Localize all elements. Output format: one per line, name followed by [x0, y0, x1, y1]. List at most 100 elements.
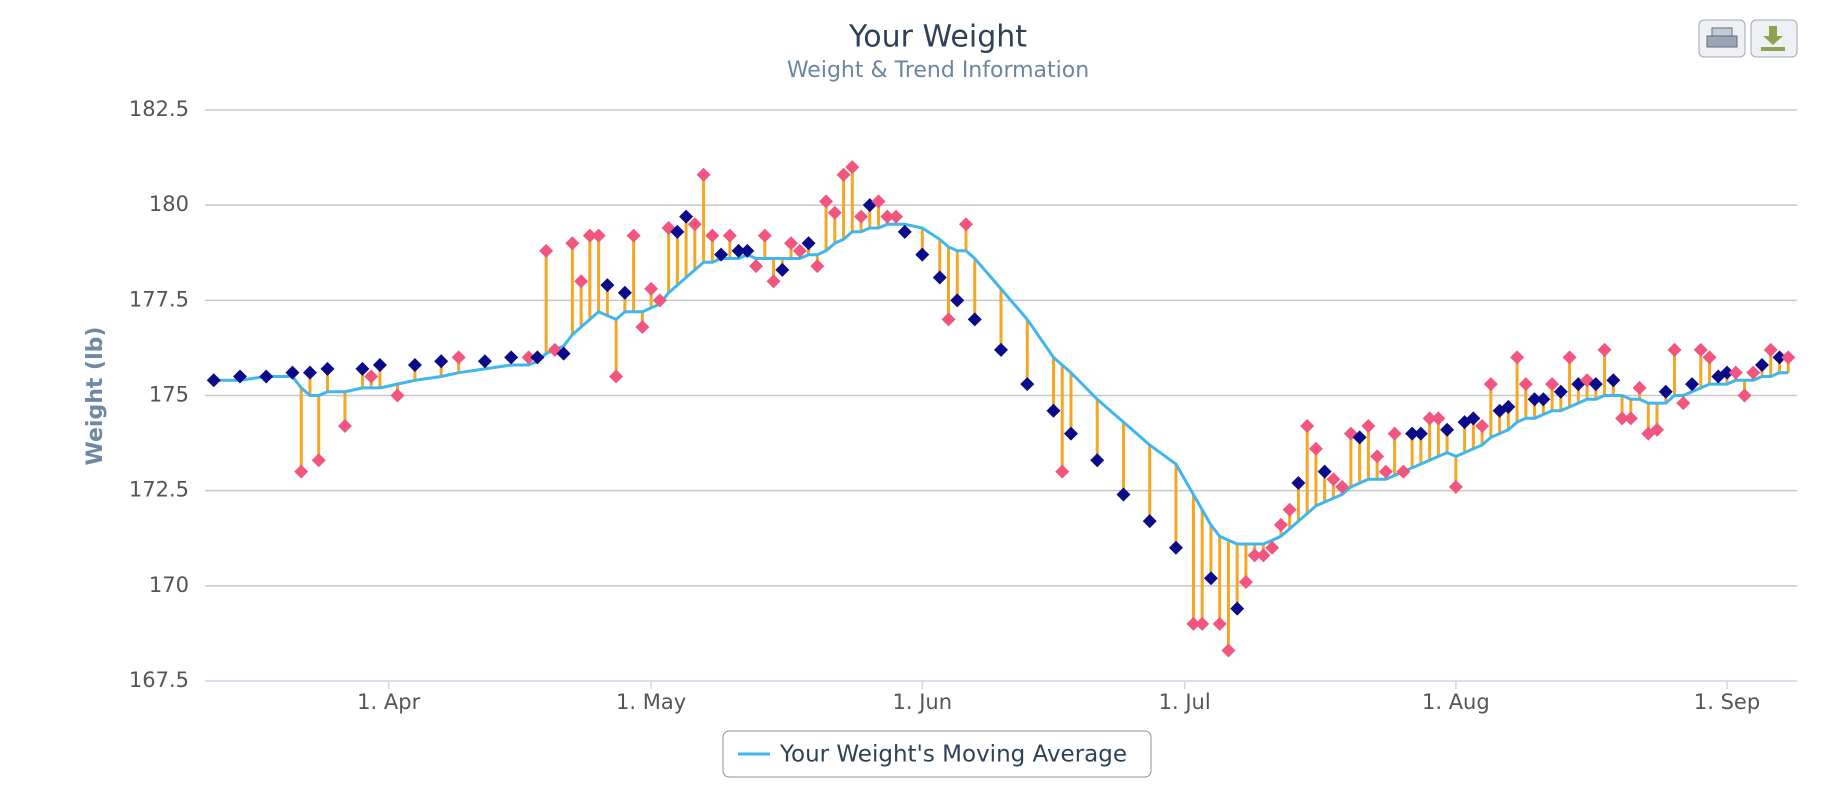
interpolated-weight-marker	[477, 354, 492, 369]
interpolated-weight-marker	[1772, 350, 1787, 365]
weight-marker	[1737, 388, 1752, 403]
interpolated-weight-marker	[372, 358, 387, 373]
interpolated-weight-marker	[617, 285, 632, 300]
chart-subtitle: Weight & Trend Information	[787, 58, 1089, 83]
interpolated-weight-marker	[1046, 403, 1061, 418]
weight-marker	[364, 369, 379, 384]
interpolated-weight-marker	[1168, 540, 1183, 555]
interpolated-weight-marker	[950, 293, 965, 308]
weight-marker	[1623, 411, 1638, 426]
weight-marker	[766, 274, 781, 289]
y-tick-label: 182.5	[129, 97, 189, 121]
x-tick-label: 1. Aug	[1422, 690, 1490, 714]
weight-marker	[1615, 411, 1630, 426]
download-button[interactable]	[1750, 19, 1798, 58]
weight-marker	[635, 319, 650, 334]
interpolated-weight-marker	[714, 247, 729, 262]
weight-marker	[1195, 616, 1210, 631]
print-button[interactable]	[1698, 19, 1746, 58]
interpolated-weight-marker	[1020, 377, 1035, 392]
weight-marker	[337, 418, 352, 433]
interpolated-weight-marker	[1755, 358, 1770, 373]
moving-average-line	[213, 222, 1789, 546]
interpolated-weight-marker	[967, 312, 982, 327]
interpolated-weight-marker	[775, 262, 790, 277]
weight-marker	[582, 228, 597, 243]
legend[interactable]: Your Weight's Moving Average	[722, 730, 1152, 778]
weight-marker	[311, 453, 326, 468]
interpolated-weight-marker	[731, 243, 746, 258]
weight-marker	[889, 209, 904, 224]
weight-marker	[749, 259, 764, 274]
weight-marker	[1273, 517, 1288, 532]
weight-marker	[845, 160, 860, 175]
weight-marker	[757, 228, 772, 243]
weight-marker	[390, 388, 405, 403]
weight-marker	[1676, 396, 1691, 411]
interpolated-weight-marker	[1142, 514, 1157, 529]
interpolated-weight-marker	[1553, 384, 1568, 399]
interpolated-weight-marker	[1466, 411, 1481, 426]
interpolated-weight-marker	[1090, 453, 1105, 468]
download-icon	[1763, 26, 1783, 45]
print-icon	[1711, 27, 1733, 37]
weight-marker	[644, 281, 659, 296]
weight-marker	[959, 217, 974, 232]
y-tick-label: 167.5	[129, 668, 189, 692]
weight-marker	[1282, 502, 1297, 517]
weight-marker	[941, 312, 956, 327]
interpolated-weight-marker	[434, 354, 449, 369]
y-axis-label: Weight (lb)	[83, 327, 108, 466]
weight-marker	[810, 259, 825, 274]
interpolated-weight-marker	[1352, 430, 1367, 445]
interpolated-weight-marker	[897, 224, 912, 239]
weight-marker	[836, 167, 851, 182]
interpolated-weight-marker	[1501, 399, 1516, 414]
weight-marker	[854, 209, 869, 224]
weight-marker	[827, 205, 842, 220]
y-tick-label: 170	[149, 573, 189, 597]
weight-marker	[1378, 464, 1393, 479]
interpolated-weight-marker	[740, 243, 755, 258]
weight-marker	[1055, 464, 1070, 479]
interpolated-weight-marker	[600, 278, 615, 293]
weight-marker	[1422, 411, 1437, 426]
interpolated-weight-marker	[1536, 392, 1551, 407]
interpolated-weight-marker	[1413, 426, 1428, 441]
interpolated-weight-marker	[1317, 464, 1332, 479]
interpolated-weight-marker	[1685, 377, 1700, 392]
interpolated-weight-marker	[1658, 384, 1673, 399]
y-tick-label: 175	[149, 383, 189, 407]
weight-marker	[1483, 377, 1498, 392]
download-icon	[1761, 47, 1785, 51]
legend-label[interactable]: Your Weight's Moving Average	[779, 742, 1127, 768]
weight-marker	[1326, 472, 1341, 487]
x-tick-label: 1. Jun	[893, 690, 953, 714]
weight-marker	[1632, 380, 1647, 395]
interpolated-weight-marker	[285, 365, 300, 380]
weight-marker	[574, 274, 589, 289]
weight-marker	[1562, 350, 1577, 365]
weight-marker	[1186, 616, 1201, 631]
weight-marker	[1256, 548, 1271, 563]
interpolated-weight-marker	[206, 373, 221, 388]
weight-marker	[1746, 365, 1761, 380]
interpolated-weight-marker	[1230, 601, 1245, 616]
interpolated-weight-marker	[1203, 571, 1218, 586]
weight-marker	[1545, 377, 1560, 392]
interpolated-weight-marker	[232, 369, 247, 384]
interpolated-weight-marker	[407, 358, 422, 373]
weight-marker	[652, 293, 667, 308]
x-tick-label: 1. Apr	[357, 690, 420, 714]
interpolated-weight-marker	[1063, 426, 1078, 441]
weight-marker	[591, 228, 606, 243]
interpolated-weight-marker	[302, 365, 317, 380]
weight-marker	[451, 350, 466, 365]
weight-marker	[1387, 426, 1402, 441]
weight-marker	[871, 194, 886, 209]
weight-marker	[1728, 365, 1743, 380]
interpolated-weight-marker	[994, 342, 1008, 357]
weight-marker	[1763, 342, 1778, 357]
weight-marker	[565, 236, 580, 251]
